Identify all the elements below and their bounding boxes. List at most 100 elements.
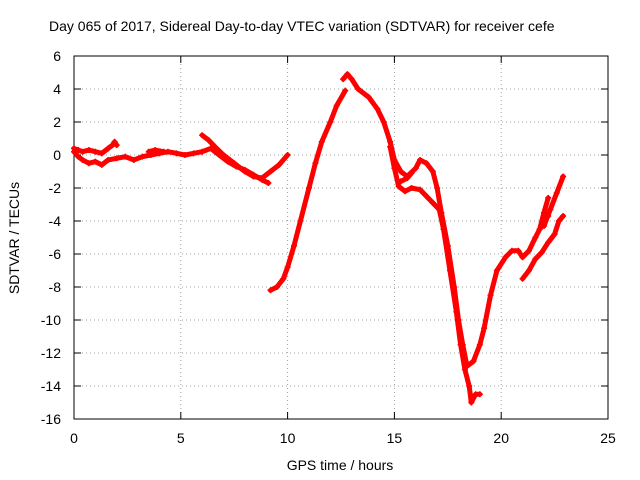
data-point — [284, 264, 291, 271]
data-point — [348, 76, 355, 83]
data-point — [545, 194, 552, 201]
data-point — [297, 218, 304, 224]
data-point — [538, 249, 545, 256]
data-point — [312, 160, 319, 167]
data-point — [113, 142, 120, 149]
data-point — [160, 148, 167, 155]
data-point — [173, 150, 180, 157]
series-trace — [71, 139, 120, 156]
data-point — [508, 247, 515, 254]
data-point — [429, 168, 436, 175]
data-point — [547, 206, 554, 213]
data-point — [536, 226, 543, 233]
data-point — [92, 148, 99, 155]
data-point — [525, 247, 532, 254]
data-point — [122, 153, 129, 160]
y-tick-label: -8 — [49, 279, 62, 295]
data-point — [79, 148, 86, 155]
data-point — [470, 358, 477, 365]
data-point — [98, 161, 105, 168]
y-tick-label: -4 — [49, 213, 62, 229]
x-tick-label: 25 — [600, 430, 616, 446]
data-point — [551, 231, 558, 238]
data-point — [111, 138, 118, 145]
x-axis-ticks: 0 5 10 15 20 25 — [70, 56, 616, 446]
data-point — [532, 234, 539, 241]
data-point — [417, 186, 424, 193]
data-point — [440, 226, 447, 233]
data-point — [333, 102, 340, 109]
y-tick-label: -12 — [41, 345, 61, 361]
y-axis-label: SDTVAR / TECUs — [6, 181, 22, 295]
data-point — [402, 188, 409, 195]
data-point — [502, 254, 509, 261]
data-point — [220, 152, 227, 158]
data-series — [71, 71, 567, 406]
data-point — [152, 147, 159, 154]
y-tick-label: 4 — [53, 81, 61, 97]
data-point — [453, 308, 460, 315]
data-point — [457, 341, 464, 348]
data-point — [540, 222, 547, 229]
data-point — [560, 213, 567, 220]
data-point — [515, 247, 522, 254]
data-point — [199, 132, 206, 139]
data-point — [199, 148, 206, 155]
y-tick-label: 6 — [53, 48, 61, 64]
data-point — [545, 239, 552, 246]
data-point — [265, 180, 272, 187]
data-point — [417, 156, 424, 163]
data-point — [387, 143, 394, 150]
data-point — [139, 153, 146, 160]
data-point — [98, 150, 105, 157]
data-point — [211, 143, 218, 150]
y-tick-label: -6 — [49, 246, 62, 262]
data-point — [476, 341, 483, 348]
data-point — [395, 183, 402, 190]
data-point — [85, 147, 92, 154]
data-point — [532, 255, 539, 262]
y-tick-label: -10 — [41, 312, 61, 328]
data-point — [355, 86, 362, 92]
y-axis-ticks: -16 -14 -12 -10 -8 -6 -4 -2 0 2 4 6 — [41, 48, 608, 427]
data-point — [85, 160, 92, 167]
data-point — [267, 168, 274, 175]
y-tick-label: -16 — [41, 411, 61, 427]
data-point — [113, 155, 120, 162]
data-point — [434, 185, 441, 191]
data-point — [408, 185, 415, 191]
data-point — [130, 156, 137, 163]
data-point — [525, 267, 532, 274]
data-point — [519, 254, 526, 261]
data-point — [276, 161, 283, 168]
data-point — [519, 275, 526, 282]
data-point — [207, 145, 214, 152]
series-trace — [268, 88, 348, 293]
data-point — [436, 206, 443, 213]
x-axis-label: GPS time / hours — [286, 457, 394, 473]
data-point — [231, 160, 238, 167]
data-point — [342, 87, 349, 94]
data-point — [468, 399, 475, 406]
data-point — [327, 119, 334, 125]
data-point — [380, 119, 387, 125]
data-point — [273, 284, 280, 290]
data-point — [71, 148, 77, 155]
grid-lines — [74, 56, 608, 419]
data-point — [555, 218, 562, 224]
data-point — [145, 148, 152, 155]
chart-title: Day 065 of 2017, Sidereal Day-to-day VTE… — [49, 18, 555, 34]
data-point — [284, 152, 291, 158]
data-point — [446, 267, 453, 274]
data-point — [423, 193, 430, 200]
data-point — [318, 138, 325, 145]
data-point — [344, 71, 351, 78]
data-point — [540, 209, 547, 216]
data-point — [481, 325, 488, 332]
series-trace — [541, 173, 566, 229]
data-point — [340, 76, 347, 83]
data-point — [397, 178, 404, 185]
data-point — [75, 153, 82, 160]
data-point — [461, 366, 468, 373]
y-tick-label: 2 — [53, 114, 61, 130]
